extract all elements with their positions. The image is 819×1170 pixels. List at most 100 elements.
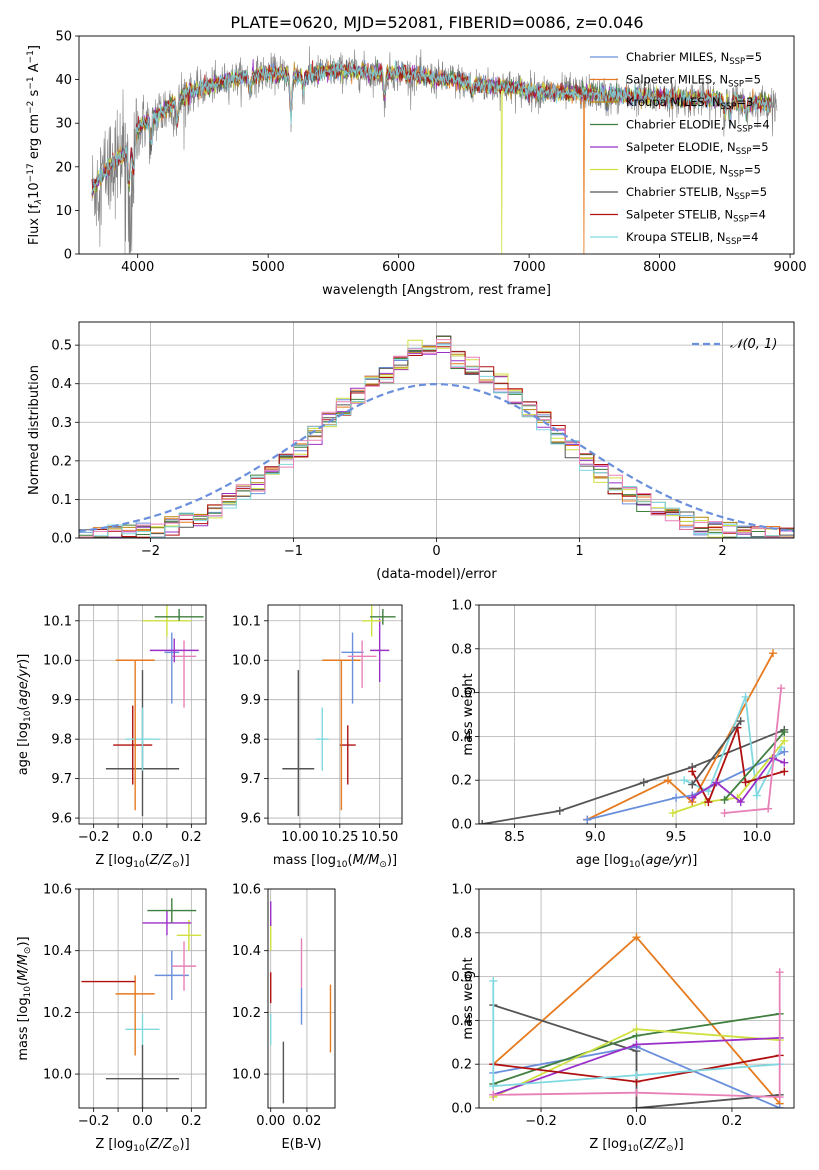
y-tick-label: 40 xyxy=(55,73,72,88)
weight-marker xyxy=(720,795,729,804)
weight-marker xyxy=(764,804,773,813)
label-part: 10 xyxy=(336,860,348,870)
label-part: ) xyxy=(16,941,31,946)
label-part: ( xyxy=(639,1137,644,1152)
axes-frame xyxy=(78,604,207,825)
legend-label-tail: =5 xyxy=(744,73,761,87)
axes-frame xyxy=(478,604,795,825)
legend-label: Salpeter MILES, NSSP=5 xyxy=(626,73,761,90)
legend-label-tail: =4 xyxy=(741,230,758,244)
weight-marker xyxy=(736,798,745,807)
weight-marker xyxy=(479,820,487,824)
y-tick-label: 1.0 xyxy=(451,599,472,614)
y-tick-label: 9.6 xyxy=(240,812,261,827)
label-part: ] xyxy=(27,45,42,50)
errorbar-layer xyxy=(81,898,202,1108)
y-tick-label: 10.2 xyxy=(43,1006,72,1021)
label-part: ⊙ xyxy=(23,947,33,955)
x-tick-label: 0.0 xyxy=(132,1114,153,1129)
age-vs-Z-ylabel: age [log10(age/yr)] xyxy=(16,654,33,776)
weight-marker xyxy=(680,776,689,785)
y-tick-label: 10.6 xyxy=(232,883,261,898)
y-tick-label: 0.6 xyxy=(451,686,472,701)
label-part: ] xyxy=(392,853,397,868)
x-tick-label: 10.00 xyxy=(281,830,318,845)
label-part: ) xyxy=(180,853,185,868)
y-tick-label: 0.6 xyxy=(451,970,472,985)
x-tick-label: 2 xyxy=(718,544,726,559)
x-tick-label: 0.0 xyxy=(132,830,153,845)
figure-title: PLATE=0620, MJD=52081, FIBERID=0086, z=0… xyxy=(230,13,643,32)
weight-marker xyxy=(769,649,777,658)
y-tick-label: 0.4 xyxy=(51,377,72,392)
label-part: 10 xyxy=(133,860,145,870)
y-tick-label: 0.0 xyxy=(51,532,72,547)
legend-label-text: Kroupa ELODIE, N xyxy=(626,163,728,177)
legend-label-sub: SSP xyxy=(736,147,752,157)
y-tick-label: 0.3 xyxy=(51,416,72,431)
y-tick-label: 10.0 xyxy=(43,1068,72,1083)
label-part: age/yr xyxy=(645,853,688,868)
legend-label-sub: SSP xyxy=(726,237,742,247)
normal-curve xyxy=(79,382,794,533)
label-part: ( xyxy=(348,853,353,868)
label-part: Z [log xyxy=(95,853,133,868)
weight-marker xyxy=(688,767,697,776)
x-tick-label: −1 xyxy=(284,544,303,559)
weight-marker xyxy=(775,1104,784,1108)
x-tick-label: 10.25 xyxy=(321,830,358,845)
weight-marker xyxy=(632,1040,641,1049)
weight-marker xyxy=(775,968,784,977)
legend-label-tail: =3 xyxy=(736,95,753,109)
panels: 4000 5000 6000 7000 8000 900001020304050Flux … xyxy=(16,30,807,1155)
label-part: 10 xyxy=(27,182,42,199)
label-part: Z xyxy=(162,1137,173,1152)
label-part: ⊙ xyxy=(172,1144,180,1154)
legend-label-text: Chabrier MILES, N xyxy=(626,50,729,64)
y-tick-label: 0.1 xyxy=(51,493,72,508)
weight-marker xyxy=(704,798,713,807)
x-tick-label: −0.2 xyxy=(78,830,110,845)
mass-vs-EBV-xlabel: E(B-V) xyxy=(281,1137,321,1152)
label-part: 10 xyxy=(23,986,33,998)
y-tick-label: 9.7 xyxy=(51,772,72,787)
spectrum-ylabel: Flux [fλ10−17 erg cm−2 s−1 A−1] xyxy=(26,45,44,245)
weight-series-line xyxy=(586,750,785,821)
y-tick-label: 0 xyxy=(64,248,72,263)
y-tick-label: 0.2 xyxy=(451,1058,472,1073)
legend-label: Chabrier MILES, NSSP=5 xyxy=(626,50,762,67)
y-tick-label: 9.8 xyxy=(51,733,72,748)
label-part: −2 xyxy=(26,101,36,114)
axes-frame xyxy=(78,321,795,539)
label-part: Z xyxy=(162,853,173,868)
y-tick-label: 0.0 xyxy=(451,818,472,833)
legend-label: Kroupa ELODIE, NSSP=5 xyxy=(626,163,761,180)
x-tick-label: 10.0 xyxy=(742,830,771,845)
axes-frame xyxy=(267,888,336,1109)
x-tick-label: 0.2 xyxy=(181,1114,202,1129)
x-tick-label: 9000 xyxy=(774,260,807,275)
weight-marker xyxy=(752,791,761,800)
y-tick-label: 0.4 xyxy=(451,1014,472,1029)
weight-marker xyxy=(780,767,789,776)
label-part: ] xyxy=(185,853,190,868)
axes-frame xyxy=(478,888,795,1109)
x-tick-label: 8.5 xyxy=(504,830,525,845)
label-part: ⊙ xyxy=(172,860,180,870)
y-tick-label: 20 xyxy=(55,160,72,175)
weight-marker xyxy=(712,778,721,787)
legend-label-text: Kroupa MILES, N xyxy=(626,95,721,109)
y-tick-label: 9.9 xyxy=(240,693,261,708)
label-part: ) xyxy=(180,1137,185,1152)
age-vs-Z-xlabel: Z [log10(Z/Z⊙)] xyxy=(95,853,189,870)
chart-mass-vs-EBV: 0.00 0.02 10.0 10.2 10.4 10.6 E(B-V) xyxy=(232,883,336,1152)
weight-marker xyxy=(777,684,786,693)
weight-marker xyxy=(780,747,789,756)
legend-label-sub: SSP xyxy=(721,102,737,112)
errorbar-layer xyxy=(105,605,204,817)
x-tick-label: 5000 xyxy=(252,260,285,275)
spectrum-lines xyxy=(91,46,778,254)
